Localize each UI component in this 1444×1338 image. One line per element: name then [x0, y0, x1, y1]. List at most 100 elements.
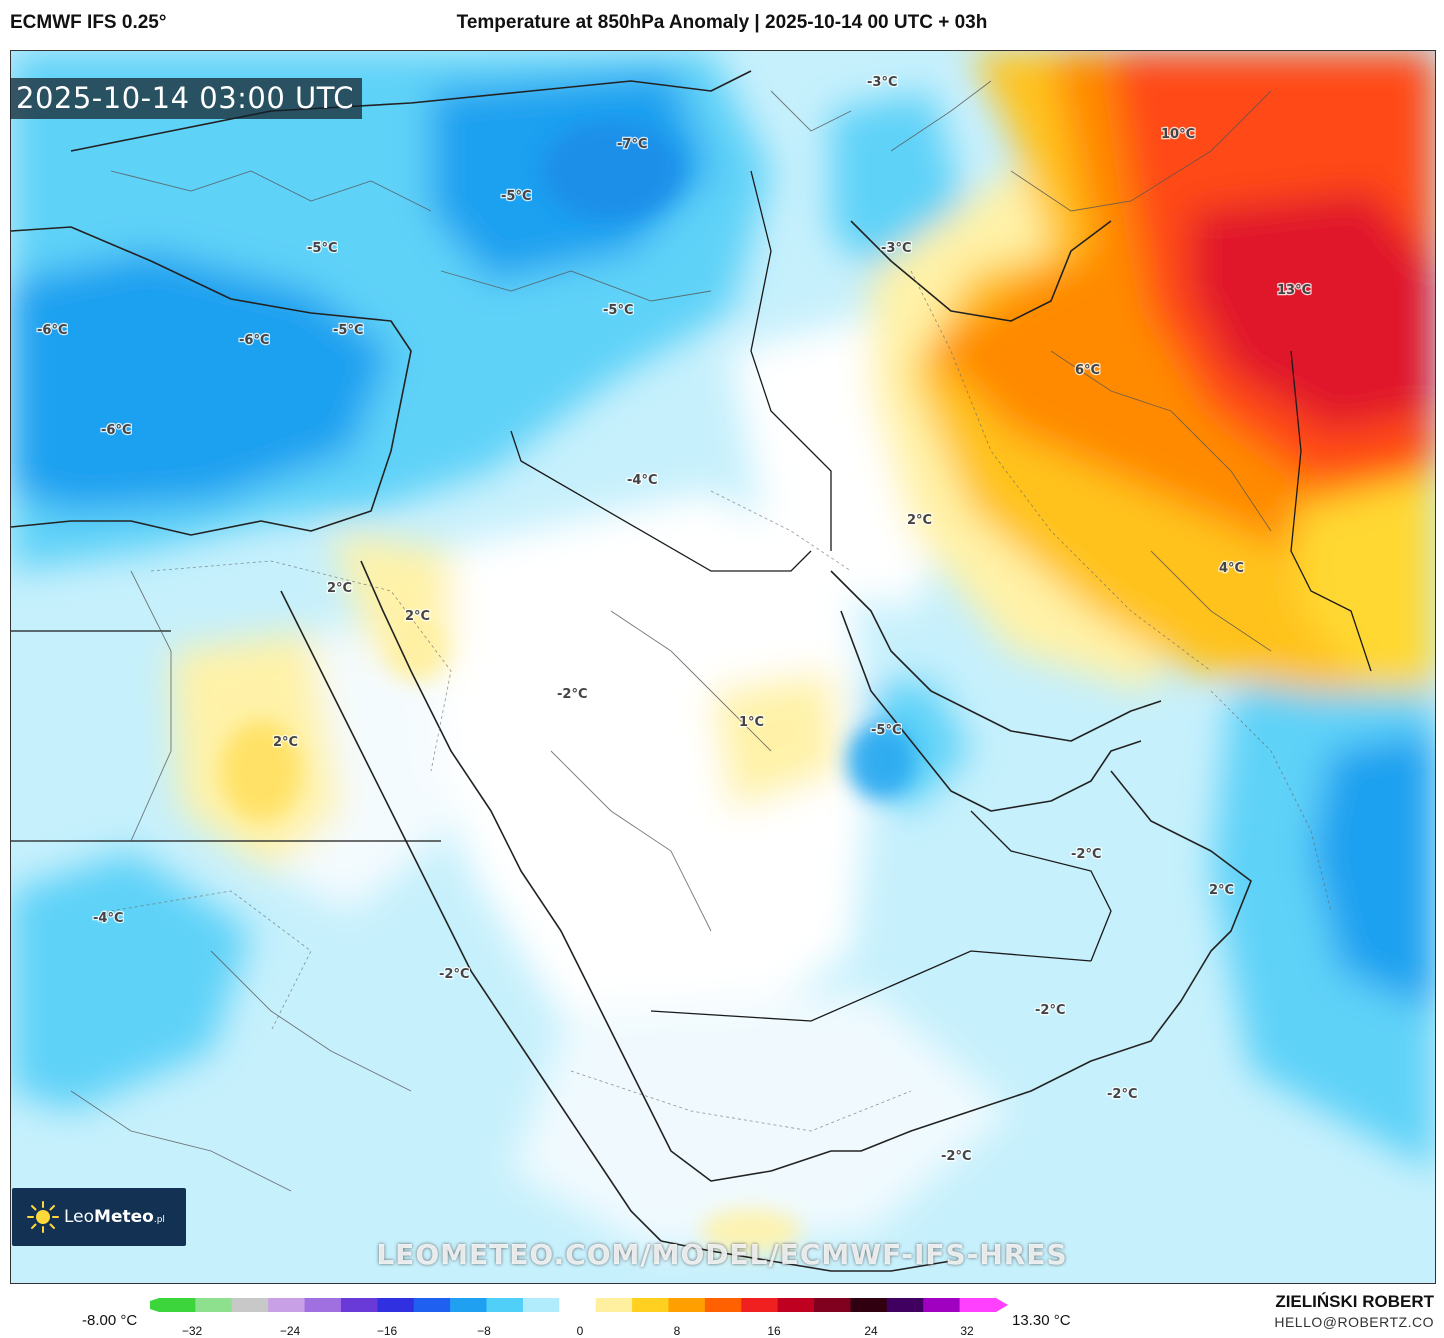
colorbar-segment	[159, 1298, 196, 1312]
cold-zone-east-africa	[11, 851, 251, 1111]
anomaly-label: -7°C	[617, 137, 647, 152]
colorbar-tick-label: 8	[673, 1324, 681, 1338]
border-iran-iraq	[750, 170, 832, 551]
warm-zone-afghan-east	[1291, 471, 1435, 691]
country-borders	[11, 170, 1372, 1022]
anomaly-label: -4°C	[627, 473, 657, 488]
anomaly-label: 6°C	[1075, 363, 1100, 378]
cold-spot-turkey	[541, 121, 681, 221]
contour-lines	[110, 270, 1332, 1132]
anomaly-field	[11, 51, 1435, 1251]
cold-zone-core	[11, 251, 391, 511]
anomaly-label: -2°C	[1071, 847, 1101, 862]
anomaly-label: -5°C	[307, 241, 337, 256]
coastline-persian-gulf-north	[830, 570, 1162, 742]
colorbar-segment	[668, 1298, 706, 1312]
colorbar-tick-label: −8	[477, 1324, 491, 1338]
anomaly-label: 2°C	[1209, 883, 1234, 898]
colorbar-segment	[814, 1298, 852, 1312]
anomaly-label: 10°C	[1161, 127, 1195, 142]
colorbar-segment	[486, 1298, 524, 1312]
anomaly-label: 1°C	[739, 715, 764, 730]
scale-min-label: -8.00 °C	[82, 1312, 138, 1329]
logo-wordmark: LeoMeteo.pl	[64, 1207, 165, 1227]
anomaly-label: -2°C	[1107, 1087, 1137, 1102]
coastline-horn	[660, 1240, 952, 1272]
author-email[interactable]: HELLO@ROBERTZ.CO	[1274, 1314, 1434, 1330]
anomaly-label: 2°C	[273, 735, 298, 750]
anomaly-label: 2°C	[327, 581, 352, 596]
colorbar-segment	[741, 1298, 779, 1312]
anomaly-label: -3°C	[867, 75, 897, 90]
border-saudi-north	[510, 430, 812, 572]
colorbar-segment	[231, 1298, 269, 1312]
anomaly-label: -2°C	[439, 967, 469, 982]
logo-brand: Leo	[64, 1207, 95, 1227]
colorbar-segment	[632, 1298, 670, 1312]
admin-lines	[70, 80, 1272, 1192]
anomaly-label: -2°C	[941, 1149, 971, 1164]
logo-suffix: .pl	[153, 1215, 165, 1225]
anomaly-label: -2°C	[557, 687, 587, 702]
colorbar-segment	[704, 1298, 742, 1312]
map-view[interactable]: -3°C -7°C -5°C -5°C -3°C 10°C -6°C -6°C -5°C -5°C…	[10, 50, 1436, 1284]
anomaly-label: -5°C	[871, 723, 901, 738]
border-saudi-yemen	[650, 950, 1092, 1022]
cold-spot-gulf	[847, 723, 915, 799]
borders	[11, 70, 1252, 1272]
coastline-caspian	[850, 220, 1112, 322]
warm-spot-egypt	[221, 721, 301, 821]
colorbar-segment	[195, 1298, 233, 1312]
colorbar-segment	[923, 1298, 961, 1312]
warm-spot-sinai	[386, 621, 446, 681]
colorbar-tick-label: 24	[864, 1324, 878, 1338]
colorbar-segment	[959, 1298, 997, 1312]
anomaly-detail	[221, 121, 915, 1253]
chart-title: Temperature at 850hPa Anomaly | 2025-10-…	[456, 12, 988, 33]
warm-zone-central-arabia	[711, 671, 841, 811]
cold-zone-arabian-sea-core	[1311, 731, 1435, 1011]
anomaly-label: -4°C	[93, 911, 123, 926]
neutral-zone-arabia	[411, 491, 871, 1051]
valid-time-badge: 2025-10-14 03:00 UTC	[10, 78, 363, 119]
anomaly-label: -6°C	[239, 333, 269, 348]
colorbar-segment	[850, 1298, 888, 1312]
colorbar-tick-label: −16	[376, 1324, 398, 1338]
colorbar-tick-label: 16	[767, 1324, 781, 1338]
anomaly-label: 2°C	[907, 513, 932, 528]
coastline-red-sea-east	[360, 560, 832, 1182]
anomaly-map: -3°C -7°C -5°C -5°C -3°C 10°C -6°C -6°C -5°C -5°C…	[11, 51, 1435, 1283]
anomaly-label: -3°C	[881, 241, 911, 256]
leometeo-logo[interactable]: LeoMeteo.pl	[12, 1188, 186, 1246]
border-iran-east	[1290, 350, 1372, 672]
coastline-mediterranean	[11, 226, 412, 536]
warm-spot-yemen	[701, 1209, 801, 1253]
anomaly-label: -5°C	[501, 189, 531, 204]
anomaly-label: 13°C	[1277, 283, 1311, 298]
source-watermark: LEOMETEO.COM/MODEL/ECMWF-IFS-HRES	[376, 1238, 1068, 1271]
author-name: ZIELIŃSKI ROBERT	[1275, 1292, 1434, 1311]
colorbar-segment	[340, 1298, 378, 1312]
colorbar-left-arrow	[150, 1298, 159, 1312]
anomaly-label: -6°C	[101, 423, 131, 438]
colorbar	[150, 1298, 1008, 1312]
anomaly-label: -2°C	[1035, 1003, 1065, 1018]
colorbar-segment	[377, 1298, 415, 1312]
coastline-oman	[831, 770, 1252, 1152]
scale-max-label: 13.30 °C	[1012, 1312, 1071, 1329]
colorbar-tick-label: −24	[279, 1324, 301, 1338]
colorbar-segment	[559, 1298, 597, 1312]
model-name: ECMWF IFS 0.25°	[10, 12, 167, 33]
colorbar-tick-label: −32	[181, 1324, 203, 1338]
colorbar-segment	[777, 1298, 815, 1312]
neutral-zone-south	[511, 991, 1011, 1251]
colorbar-segment	[595, 1298, 633, 1312]
colorbar-tick-label: 0	[576, 1324, 584, 1338]
anomaly-label: -5°C	[333, 323, 363, 338]
anomaly-label: 2°C	[405, 609, 430, 624]
coastline-persian-gulf-south	[840, 610, 1142, 812]
colorbar-tick-label: 32	[960, 1324, 974, 1338]
sun-icon	[27, 1201, 59, 1233]
hottest-zone	[1191, 191, 1435, 431]
anomaly-label: -5°C	[603, 303, 633, 318]
